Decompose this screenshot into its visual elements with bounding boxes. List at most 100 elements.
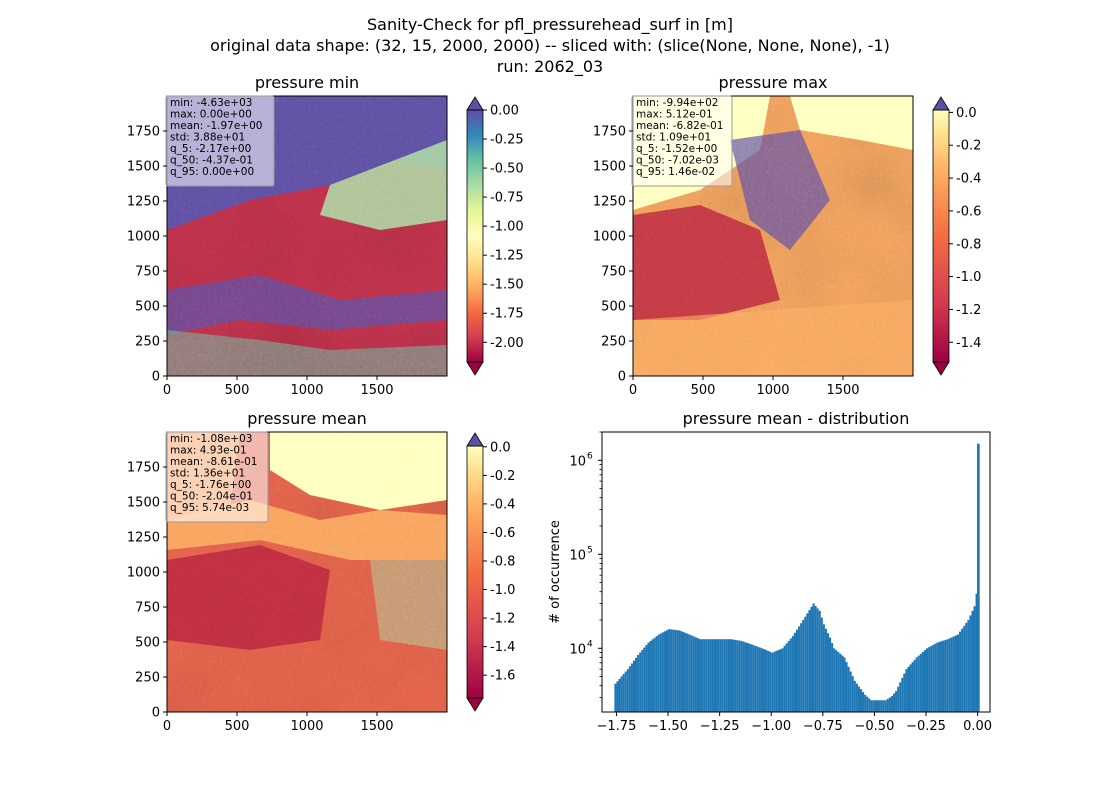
histogram-bar [620,676,623,712]
histogram-bar [874,700,877,712]
histogram-bar [932,644,935,712]
histogram-bar [765,650,768,712]
histogram-bar [694,637,697,712]
stats-line: q_50: -4.37e-01 [170,155,253,167]
x-tick-label: −1.00 [751,719,791,734]
panel-title: pressure min [255,73,359,92]
colorbar-tick-label: -1.6 [490,669,515,684]
colorbar-tick-label: -1.4 [490,640,515,655]
histogram-bar [713,639,716,712]
y-tick-label: 1750 [127,125,160,140]
histogram-bar [678,630,681,712]
histogram-bar [709,639,712,712]
histogram-bar [820,617,823,712]
panel-distribution: pressure mean - distribution # of occurr… [548,409,991,713]
histogram-bar [665,630,669,712]
heatmap-image [167,96,447,376]
histogram-bar [901,677,904,712]
histogram-bar [930,646,933,712]
histogram-bar [862,692,865,712]
histogram-bar [818,610,821,712]
colorbar-tick-label: -0.6 [490,526,515,541]
colorbar [466,96,484,376]
histogram-bar [897,686,900,712]
histogram-bar [952,636,955,712]
colorbar-tick-label: -1.75 [490,307,524,322]
histogram-bar [779,649,782,712]
figure-title-line-2: original data shape: (32, 15, 2000, 2000… [210,36,890,55]
histogram-bar [651,639,654,712]
histogram-bar [653,637,656,712]
histogram-bar [756,646,759,712]
histogram-bar [787,640,790,712]
histogram-bar [624,671,627,712]
histogram-bar [663,631,666,712]
histogram-bar [886,698,889,712]
stats-line: mean: -1.97e+00 [170,120,262,132]
histogram-bar [917,655,920,712]
histogram-bar [882,700,885,712]
histogram-bar [855,683,858,712]
histogram-bar [767,650,770,712]
y-tick-label: 250 [135,671,160,686]
histogram-bar [831,642,834,712]
colorbar-tick-label: 0.00 [490,104,519,119]
colorbar-tick-label: -1.2 [490,612,515,627]
histogram-bar [647,642,650,712]
histogram-bar [674,629,677,712]
y-tick-label: 10 [569,548,586,563]
panel-title: pressure mean - distribution [683,409,910,428]
colorbar-tick-label: -1.25 [490,249,524,264]
histogram-bar [705,639,708,712]
histogram-bar [942,640,945,712]
y-tick-exponent: 6 [587,451,593,461]
histogram-bar [965,622,968,712]
stats-line: mean: -6.82e-01 [636,120,723,132]
histogram-bar [682,632,685,712]
histogram-bar [822,624,825,712]
y-tick-label: 1500 [593,160,626,175]
histogram-bar [632,660,636,712]
stats-line: q_5: -2.17e+00 [170,143,251,155]
stats-line: q_95: 5.74e-03 [170,502,249,514]
x-tick-label: −0.25 [906,719,946,734]
histogram-bar [839,653,842,712]
histogram-bar [639,652,642,712]
histogram-bar [864,694,867,712]
histogram-bar [866,696,869,712]
histogram-bar [919,653,922,712]
stats-line: q_95: 1.46e-02 [636,166,715,178]
histogram-bar [711,639,714,712]
histogram-bar [661,632,664,712]
histogram-bar [641,649,644,712]
histogram-bar [690,635,693,712]
stats-line: q_50: -2.04e-01 [170,491,253,503]
x-tick-label: −1.25 [700,719,740,734]
colorbar-tick-label: -0.8 [956,237,981,252]
histogram-bar [796,629,799,712]
histogram-bar [913,659,916,712]
histogram-bar [777,650,780,712]
colorbar-tick-label: -0.75 [490,191,524,206]
stats-line: min: -9.94e+02 [636,97,718,109]
colorbar-tick-label: -2.00 [490,336,524,351]
histogram-bar [773,651,776,712]
histogram-bar [851,676,854,712]
stats-line: std: 3.88e+01 [170,132,245,144]
histogram-bar [884,700,887,712]
stats-line: std: 1.09e+01 [636,132,711,144]
colorbar-tick-label: -1.00 [490,220,524,235]
stats-line: max: 4.93e-01 [170,445,247,457]
histogram-bar [868,698,871,712]
histogram-bar [909,664,912,712]
histogram-bar [940,641,943,712]
histogram-bar [701,639,704,712]
x-tick-label: 500 [225,719,250,734]
x-tick-label: 0 [163,719,171,734]
histogram-bar [643,647,646,712]
histogram-bar [806,613,809,712]
histogram-bar [659,633,662,712]
x-tick-label: 1500 [360,719,393,734]
histogram-bar [829,637,832,712]
histogram-bar [915,657,918,712]
